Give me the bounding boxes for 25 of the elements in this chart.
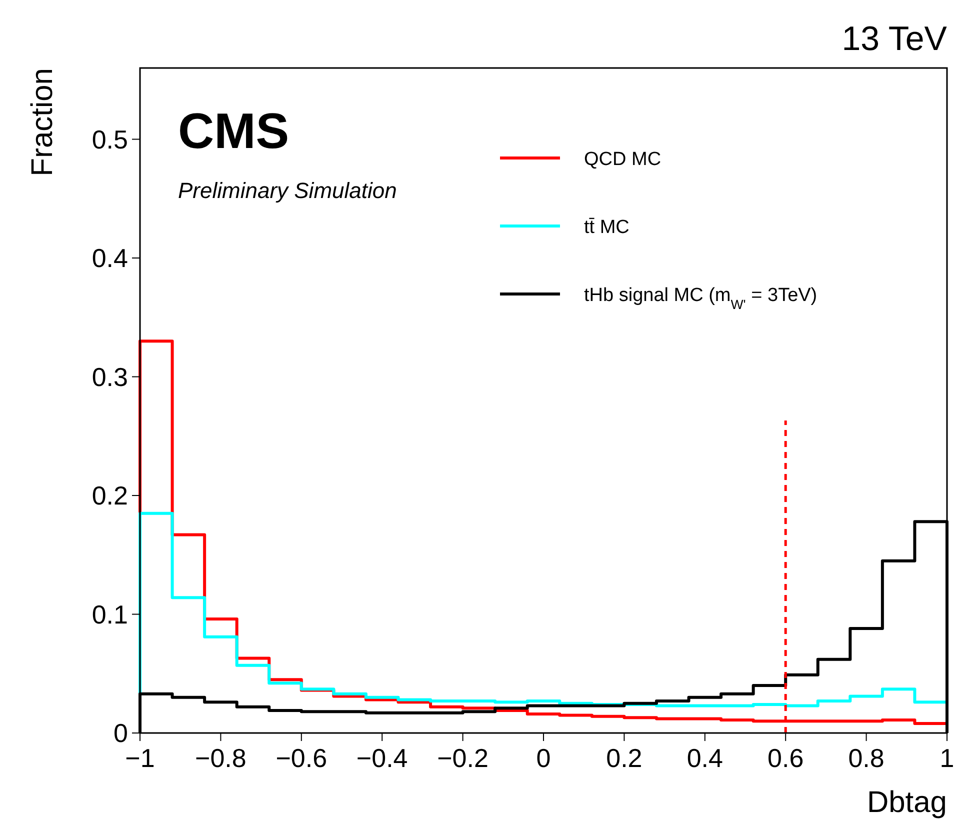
annotation: CMS [178, 103, 290, 159]
legend-label: tHb signal MC (m$_{W'}$ = 3TeV) [584, 285, 818, 312]
x-tick-label: −0.6 [276, 743, 328, 773]
x-tick-label: −0.2 [437, 743, 488, 773]
x-tick-label: −1 [125, 743, 155, 773]
legend-label: tt̄ MC [584, 217, 630, 238]
x-tick-label: −0.8 [195, 743, 246, 773]
x-tick-label: 0.2 [606, 743, 642, 773]
x-tick-label: −0.4 [356, 743, 408, 773]
y-tick-label: 0.4 [92, 243, 128, 273]
y-tick-label: 0.3 [92, 362, 128, 392]
y-tick-label: 0 [114, 718, 128, 748]
x-tick-label: 1 [940, 743, 954, 773]
y-tick-label: 0.2 [92, 480, 128, 510]
x-axis-title: Dbtag [866, 786, 947, 819]
y-tick-label: 0.1 [92, 599, 128, 630]
y-axis-title: Fraction [26, 68, 59, 176]
x-tick-label: 0.6 [768, 743, 804, 773]
x-tick-label: 0.4 [686, 743, 723, 773]
y-tick-label: 0.5 [92, 124, 128, 154]
text: 13 TeV [842, 20, 948, 58]
x-tick-label: 0 [536, 743, 551, 773]
legend-label: QCD MC [584, 149, 662, 170]
annotation: Preliminary Simulation [178, 178, 397, 203]
x-tick-label: 0.8 [848, 743, 884, 773]
